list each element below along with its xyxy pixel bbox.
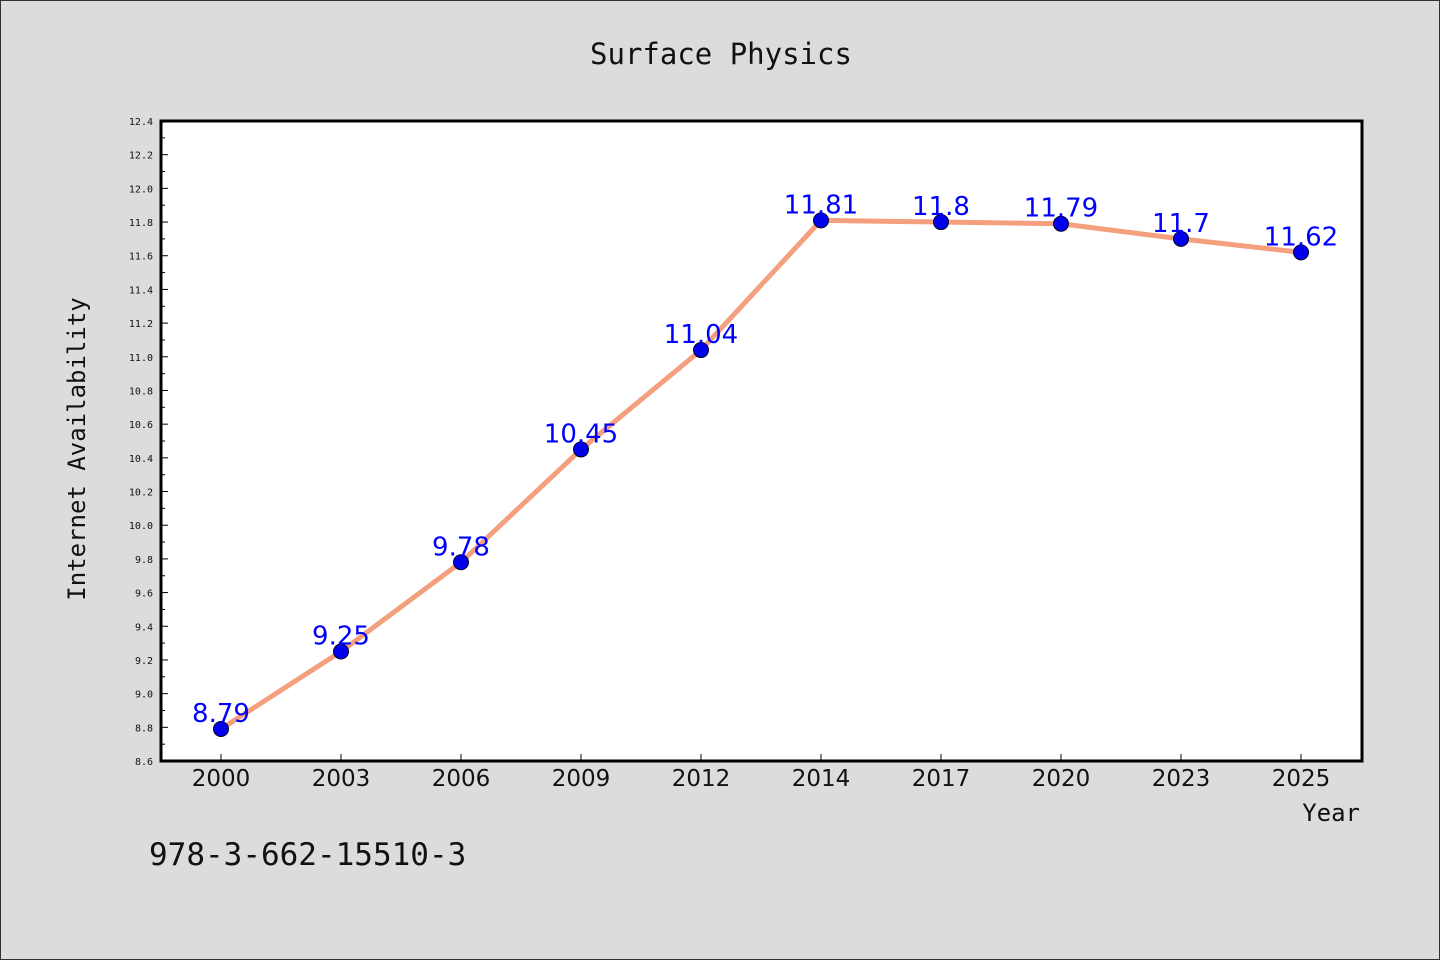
data-point xyxy=(1293,244,1309,261)
data-point xyxy=(1173,230,1189,247)
data-label: 10.45 xyxy=(544,419,618,449)
chart-title: Surface Physics xyxy=(590,37,852,71)
x-tick-label: 2020 xyxy=(1032,766,1091,792)
y-tick-label: 10.0 xyxy=(129,521,153,532)
y-tick-label: 11.8 xyxy=(129,218,153,229)
data-label: 11.7 xyxy=(1152,209,1210,239)
y-tick-label: 12.4 xyxy=(129,117,153,128)
x-tick-label: 2025 xyxy=(1272,766,1331,792)
data-label: 11.81 xyxy=(784,190,858,220)
y-tick-label: 10.6 xyxy=(129,420,153,431)
x-tick-label: 2006 xyxy=(432,766,491,792)
data-point xyxy=(813,212,829,229)
data-label: 11.62 xyxy=(1264,222,1338,252)
y-tick-label: 11.4 xyxy=(129,285,153,296)
x-tick-label: 2000 xyxy=(192,766,251,792)
data-point xyxy=(933,214,949,231)
y-tick-label: 12.2 xyxy=(129,151,153,162)
x-tick-label: 2009 xyxy=(552,766,611,792)
data-point xyxy=(333,643,349,660)
x-tick-label: 2012 xyxy=(672,766,731,792)
y-tick-label: 8.8 xyxy=(135,723,153,734)
x-tick-label: 2014 xyxy=(792,766,851,792)
data-point xyxy=(1053,215,1069,232)
y-tick-label: 9.4 xyxy=(135,622,153,633)
x-tick-label: 2023 xyxy=(1152,766,1211,792)
y-tick-label: 8.6 xyxy=(135,757,153,768)
x-tick-label: 2003 xyxy=(312,766,371,792)
y-tick-label: 9.2 xyxy=(135,656,153,667)
y-tick-label: 10.4 xyxy=(129,454,153,465)
y-tick-label: 11.0 xyxy=(129,353,153,364)
plot-frame xyxy=(159,119,1364,763)
data-label: 11.8 xyxy=(912,192,970,222)
y-tick-label: 12.0 xyxy=(129,184,153,195)
y-tick-label: 9.0 xyxy=(135,690,153,701)
y-tick-label: 11.6 xyxy=(129,252,153,263)
series-line-group: 8.79 9.25 9.78 10.45 11.04 11.81 11.8 11.79 11.7… xyxy=(192,190,1338,737)
x-axis: 2000 2003 2006 2009 2012 2014 2017 2020 2023 2025 xyxy=(192,754,1331,792)
data-label: 8.79 xyxy=(192,699,250,729)
y-tick-label: 10.8 xyxy=(129,386,153,397)
y-tick-label: 10.2 xyxy=(129,488,153,499)
data-label: 11.04 xyxy=(664,320,738,350)
data-label: 11.79 xyxy=(1024,194,1098,224)
x-tick-label: 2017 xyxy=(912,766,971,792)
plot-area xyxy=(161,121,1362,761)
data-point xyxy=(693,342,709,359)
data-point xyxy=(573,441,589,458)
data-point xyxy=(453,554,469,571)
data-label: 9.78 xyxy=(432,532,490,562)
y-tick-label: 9.6 xyxy=(135,589,153,600)
data-point xyxy=(213,721,229,737)
series-line xyxy=(218,217,1304,732)
y-tick-label: 11.2 xyxy=(129,319,153,330)
x-axis-label: Year xyxy=(1302,799,1360,827)
isbn-text: 978-3-662-15510-3 xyxy=(149,837,466,873)
data-label: 9.25 xyxy=(312,622,370,652)
y-axis-label: Internet Availability xyxy=(63,297,91,600)
y-tick-label: 9.8 xyxy=(135,555,153,566)
